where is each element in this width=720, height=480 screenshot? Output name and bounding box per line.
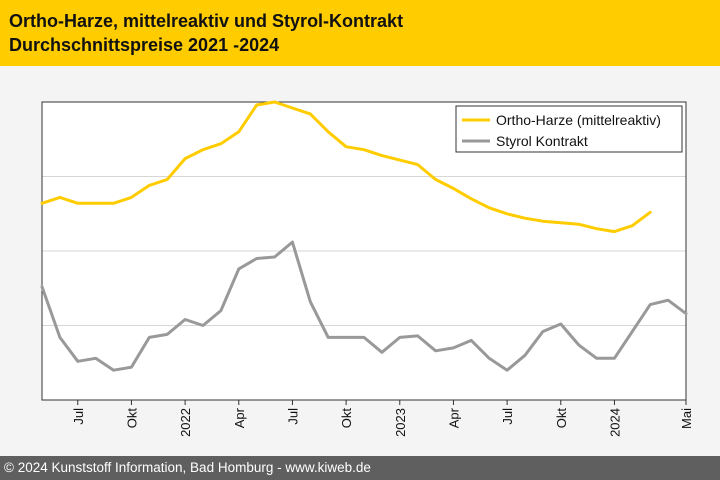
legend-label-1: Ortho-Harze (mittelreaktiv) xyxy=(496,112,661,128)
line-chart: Jul Okt 2022 Apr Jul Okt 2023 Apr Jul Okt 2024 Mai O… xyxy=(40,100,694,437)
x-tick-label-okt: Okt xyxy=(339,408,354,429)
x-tick-label-jul: Jul xyxy=(285,408,300,425)
legend-label-2: Styrol Kontrakt xyxy=(496,133,588,149)
x-tick-label-okt: Okt xyxy=(124,408,139,429)
legend-box xyxy=(455,105,683,153)
footer-bar: © 2024 Kunststoff Information, Bad Hombu… xyxy=(0,456,720,480)
x-tick-label-apr: Apr xyxy=(232,407,247,428)
chart-subtitle: Durchschnittspreise 2021 -2024 xyxy=(9,35,280,55)
series-line-styrol-kontrakt xyxy=(40,240,688,372)
chart-container: Jul Okt 2022 Apr Jul Okt 2023 Apr Jul Okt 2024 Mai O… xyxy=(0,66,720,456)
chart-title: Ortho-Harze, mittelreaktiv und Styrol-Ko… xyxy=(9,11,404,31)
x-tick-label-jul: Jul xyxy=(500,408,515,425)
x-tick-label-jul: Jul xyxy=(71,408,86,425)
x-tick-label-mai: Mai xyxy=(679,408,694,429)
x-tick-label-apr: Apr xyxy=(446,407,461,428)
header-bar: Ortho-Harze, mittelreaktiv und Styrol-Ko… xyxy=(0,0,720,66)
x-tick-label-okt: Okt xyxy=(554,408,569,429)
plot-frame xyxy=(41,101,687,401)
series-line-ortho-harze xyxy=(40,100,652,234)
x-tick-label-2022: 2022 xyxy=(178,408,193,437)
x-tick-label-2023: 2023 xyxy=(393,408,408,437)
copyright-text: © 2024 Kunststoff Information, Bad Hombu… xyxy=(4,460,371,475)
x-tick-label-2024: 2024 xyxy=(607,408,622,437)
